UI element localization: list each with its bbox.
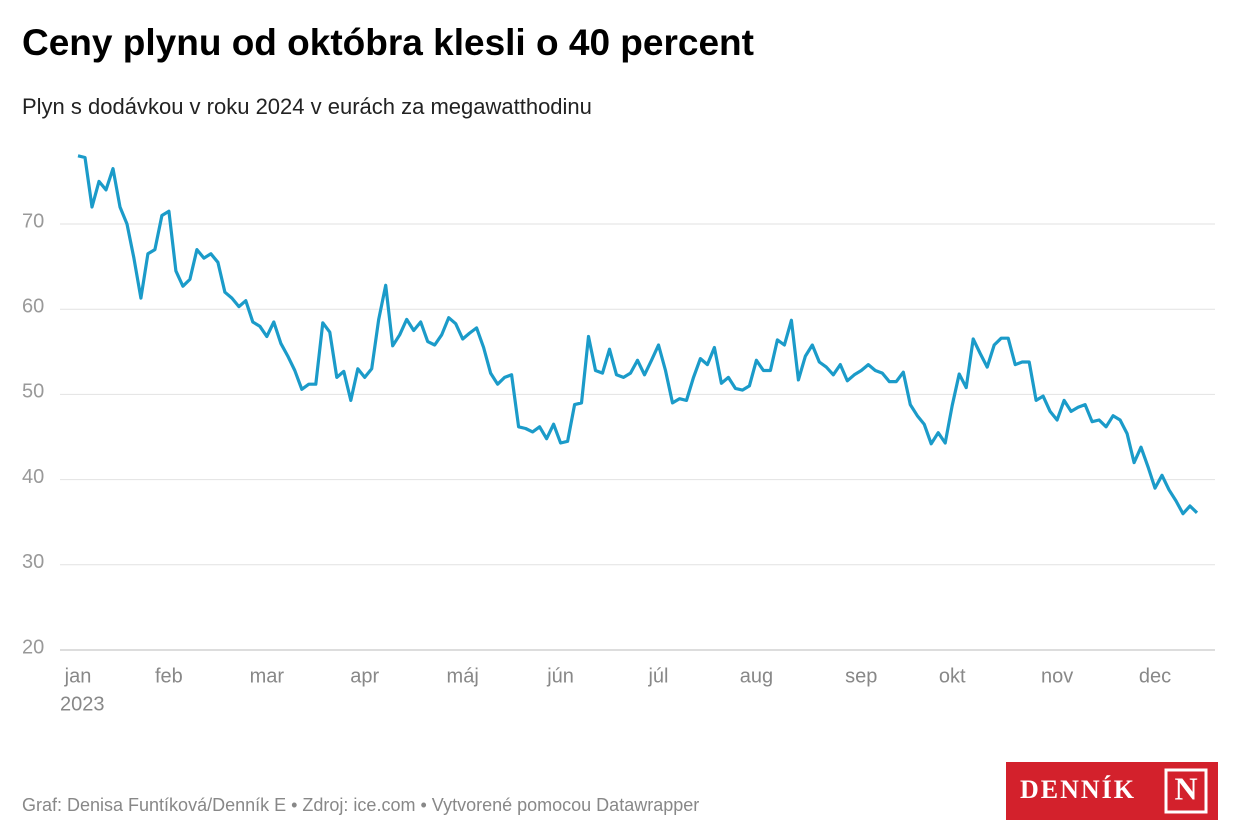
x-tick-label: mar — [250, 665, 285, 687]
y-tick-label: 40 — [22, 466, 44, 488]
x-tick-label: sep — [845, 665, 877, 687]
y-tick-label: 70 — [22, 210, 44, 232]
x-tick-label: feb — [155, 665, 183, 687]
x-tick-label: jún — [546, 665, 574, 687]
logo: DENNÍK — [1020, 775, 1136, 804]
chart-subtitle: Plyn s dodávkou v roku 2024 v eurách za … — [22, 94, 592, 119]
y-tick-label: 50 — [22, 381, 44, 403]
y-tick-label: 60 — [22, 295, 44, 317]
x-tick-label: máj — [447, 665, 479, 687]
x-tick-label: dec — [1139, 665, 1171, 687]
y-tick-label: 30 — [22, 551, 44, 573]
logo-mark: N — [1174, 770, 1197, 806]
x-tick-label: apr — [350, 665, 379, 687]
x-tick-label: aug — [740, 665, 773, 687]
line — [77, 154, 1199, 516]
chart-title: Ceny plynu od októbra klesli o 40 percen… — [22, 22, 754, 63]
x-sublabel: 2023 — [60, 693, 105, 715]
source: Graf: Denisa Funtíková/Denník E • Zdroj:… — [22, 795, 699, 815]
x-tick-label: nov — [1041, 665, 1073, 687]
logo-frame — [1164, 768, 1208, 814]
logo-box — [1006, 762, 1218, 820]
y-tick-label: 20 — [22, 636, 44, 658]
x-tick-label: okt — [939, 665, 966, 687]
x-tick-label: júl — [647, 665, 668, 687]
x-tick-label: jan — [64, 665, 92, 687]
